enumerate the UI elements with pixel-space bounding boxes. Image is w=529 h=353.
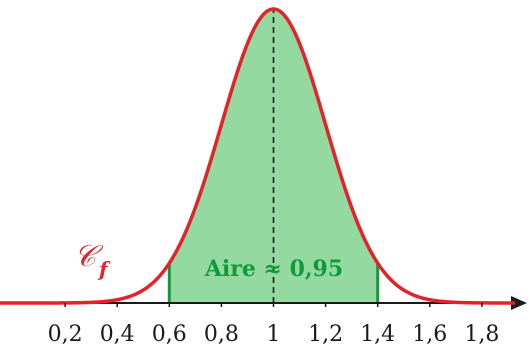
x-tick-label: 0,2	[48, 322, 83, 347]
x-tick-label: 1,6	[412, 322, 447, 347]
area-label: Aire ≈ 0,95	[204, 256, 343, 282]
density-curve	[0, 7, 515, 305]
curve-label-subscript: f	[97, 257, 111, 281]
x-tick-group: 0,2 0,4 0,6 0,8 1 1,2 1,4 1,6 1,8	[48, 303, 499, 347]
x-tick-label: 1	[267, 322, 281, 347]
x-tick-label: 0,6	[152, 322, 187, 347]
shaded-area-region	[169, 9, 378, 303]
x-tick-label: 0,8	[204, 322, 239, 347]
x-tick-label: 0,4	[100, 322, 135, 347]
x-axis-arrow-icon	[511, 296, 527, 310]
x-tick-label: 1,4	[360, 322, 395, 347]
x-tick-label: 1,2	[308, 322, 343, 347]
x-tick-label: 1,8	[464, 322, 499, 347]
